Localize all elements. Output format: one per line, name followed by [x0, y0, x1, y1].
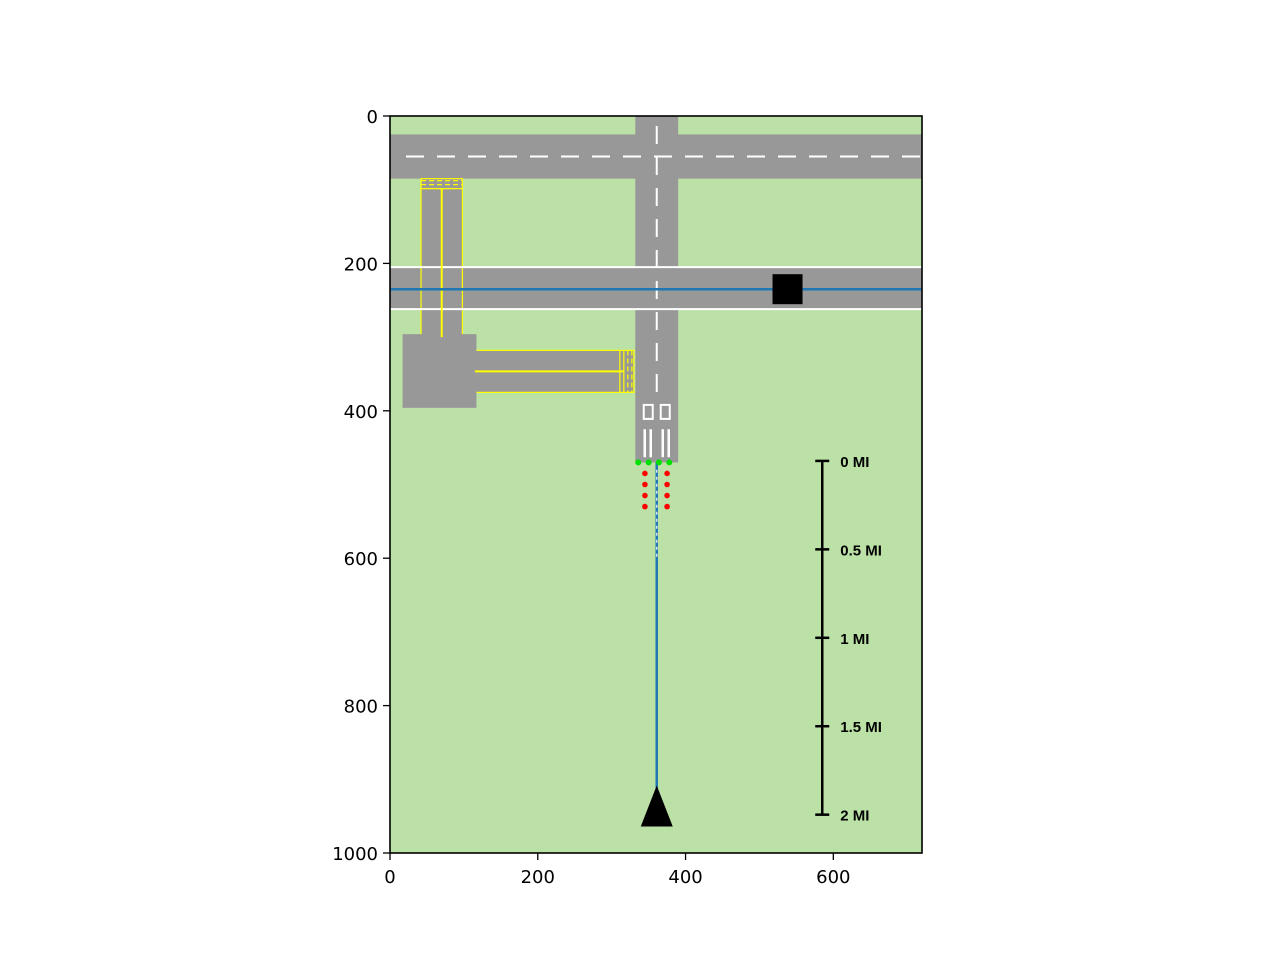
scale-bar-label-2: 1 MI — [840, 631, 869, 648]
x-tick-label-0: 0 — [384, 867, 395, 888]
x-tick-label-2: 400 — [668, 867, 702, 888]
threshold-box-left — [642, 403, 654, 420]
markings-layer — [390, 126, 922, 458]
scale-bar-label-0: 0 MI — [840, 454, 869, 471]
y-tick-label-3: 600 — [344, 549, 378, 570]
x-tick-label-3: 600 — [816, 867, 850, 888]
red-light-2 — [642, 492, 648, 499]
green-light-3 — [666, 459, 673, 466]
plot-area-frame — [389, 115, 923, 854]
marker-square — [772, 274, 803, 305]
y-tick-label-1: 200 — [344, 254, 378, 275]
red-light-3 — [642, 503, 648, 510]
green-light-1 — [645, 459, 652, 466]
path-lines-layer — [390, 287, 922, 809]
axes-layer: 0 200 400 600 0 200 400 600 800 1000 — [332, 107, 850, 888]
scale-bar-label-4: 2 MI — [840, 808, 869, 825]
red-light-0 — [642, 470, 648, 477]
red-light-7 — [664, 503, 670, 510]
y-tick-label-5: 1000 — [332, 844, 378, 865]
red-light-5 — [664, 481, 670, 488]
y-tick-label-2: 400 — [344, 402, 378, 423]
y-tick-label-4: 800 — [344, 697, 378, 718]
scale-bar-label-3: 1.5 MI — [840, 719, 882, 736]
green-light-2 — [655, 459, 662, 466]
apron — [402, 334, 477, 408]
red-light-4 — [664, 470, 670, 477]
red-light-1 — [642, 481, 648, 488]
scale-bar-label-1: 0.5 MI — [840, 542, 882, 559]
y-tick-label-0: 0 — [367, 107, 378, 128]
threshold-box-right — [659, 403, 671, 420]
marker-triangle — [640, 785, 673, 827]
approach-lights-layer — [635, 459, 673, 510]
scale-bar: 0 MI 0.5 MI 1 MI 1.5 MI 2 MI — [815, 454, 882, 825]
markers-layer — [640, 274, 803, 827]
x-tick-label-1: 200 — [521, 867, 555, 888]
red-light-6 — [664, 492, 670, 499]
green-light-0 — [635, 459, 642, 466]
